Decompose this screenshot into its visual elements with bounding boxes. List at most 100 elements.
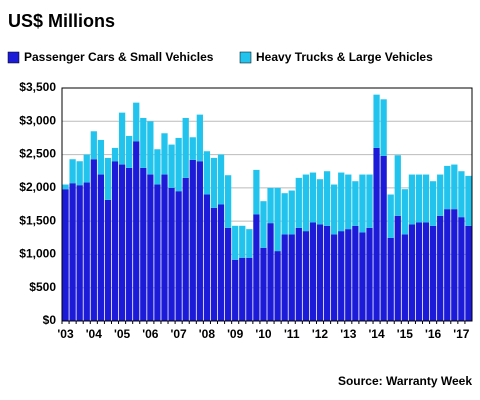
bar-segment (224, 227, 232, 321)
y-tick-label: $1,000 (19, 247, 56, 261)
bar-segment (366, 227, 373, 321)
bar-segment (295, 177, 302, 228)
bar-segment (83, 154, 90, 183)
bar-segment (429, 225, 437, 321)
bar-segment (274, 251, 281, 321)
x-tick-label: '11 (284, 327, 300, 341)
y-tick-label: $0 (43, 313, 57, 327)
bar-segment (401, 234, 408, 321)
bar-segment (126, 135, 133, 168)
x-tick-label: '04 (86, 327, 103, 341)
bar-segment (309, 172, 317, 223)
bar-segment (429, 181, 437, 226)
bar-segment (133, 102, 140, 142)
bar-segment (232, 225, 239, 260)
bar-segment (104, 157, 112, 200)
bar-segment (253, 169, 260, 215)
bar-segment (380, 99, 387, 156)
bar-segment (147, 121, 154, 175)
bar-segment (323, 171, 331, 226)
bar-segment (168, 144, 175, 188)
bar-segment (111, 161, 119, 321)
bar-segment (408, 224, 416, 321)
bar-segment (196, 114, 203, 162)
bar-segment (97, 174, 105, 321)
legend-label: Passenger Cars & Small Vehicles (24, 50, 214, 64)
x-tick-label: '08 (199, 327, 216, 341)
bar-segment (97, 139, 105, 175)
bar-segment (359, 174, 366, 233)
bar-segment (111, 147, 119, 162)
bar-segment (210, 207, 218, 321)
bar-segment (69, 183, 76, 321)
x-tick-label: '12 (312, 327, 329, 341)
bar-segment (267, 223, 274, 321)
bar-segment (182, 117, 189, 178)
bar-segment (246, 257, 253, 321)
bar-segment (437, 174, 444, 216)
bar-segment (458, 217, 465, 321)
bar-segment (154, 184, 161, 321)
bar-segment (288, 190, 295, 235)
x-tick-label: '14 (368, 327, 385, 341)
bar-segment (182, 177, 189, 321)
bar-segment (189, 137, 196, 160)
bar-segment (387, 194, 394, 238)
bar-segment (104, 199, 112, 321)
x-tick-label: '05 (114, 327, 131, 341)
bar-segment (281, 193, 288, 235)
bar-segment (352, 181, 359, 226)
bar-segment (345, 174, 352, 230)
bar-segment (189, 159, 196, 321)
x-tick-label: '16 (425, 327, 442, 341)
legend-label: Heavy Trucks & Large Vehicles (256, 50, 433, 64)
bar-segment (217, 154, 225, 205)
bar-segment (338, 172, 345, 232)
bar-segment (380, 155, 387, 321)
bar-segment (203, 151, 211, 195)
bar-segment (83, 182, 90, 321)
bar-segment (345, 229, 352, 321)
bar-segment (309, 222, 317, 321)
chart-title: US$ Millions (8, 11, 115, 31)
bar-segment (90, 159, 97, 321)
bar-segment (147, 174, 154, 321)
bar-segment (232, 259, 239, 321)
bar-segment (359, 232, 366, 321)
bar-segment (246, 229, 253, 258)
bar-segment (140, 117, 147, 168)
source: Source: Warranty Week (338, 374, 472, 388)
bar-segment (302, 231, 310, 321)
bar-segment (331, 184, 338, 235)
y-tick-label: $1,500 (19, 213, 56, 227)
bar-segment (465, 175, 472, 226)
x-tick-label: '13 (340, 327, 357, 341)
bar-segment (161, 133, 168, 175)
y-tick-label: $3,000 (19, 113, 56, 127)
bar-segment (260, 201, 267, 248)
bar-segment (444, 209, 451, 321)
x-tick-label: '17 (453, 327, 470, 341)
bar-segment (394, 215, 401, 321)
bar-segment (126, 167, 133, 321)
bar-segment (274, 187, 281, 252)
x-tick-label: '10 (255, 327, 272, 341)
bar-segment (451, 164, 458, 210)
bar-segment (253, 214, 260, 321)
bar-segment (168, 187, 175, 321)
x-tick-label: '06 (142, 327, 159, 341)
y-tick-label: $500 (29, 280, 56, 294)
bar-segment (217, 204, 225, 321)
bar-segment (133, 141, 140, 321)
bar-segment (224, 175, 232, 228)
y-tick-label: $2,500 (19, 147, 56, 161)
y-tick-label: $2,000 (19, 180, 56, 194)
bar-segment (281, 234, 288, 321)
bar-segment (451, 209, 458, 321)
legend-swatch (239, 51, 252, 64)
bar-segment (295, 227, 302, 321)
bar-segment (175, 191, 182, 321)
y-tick-label: $3,500 (19, 80, 56, 94)
bar-segment (422, 222, 430, 321)
